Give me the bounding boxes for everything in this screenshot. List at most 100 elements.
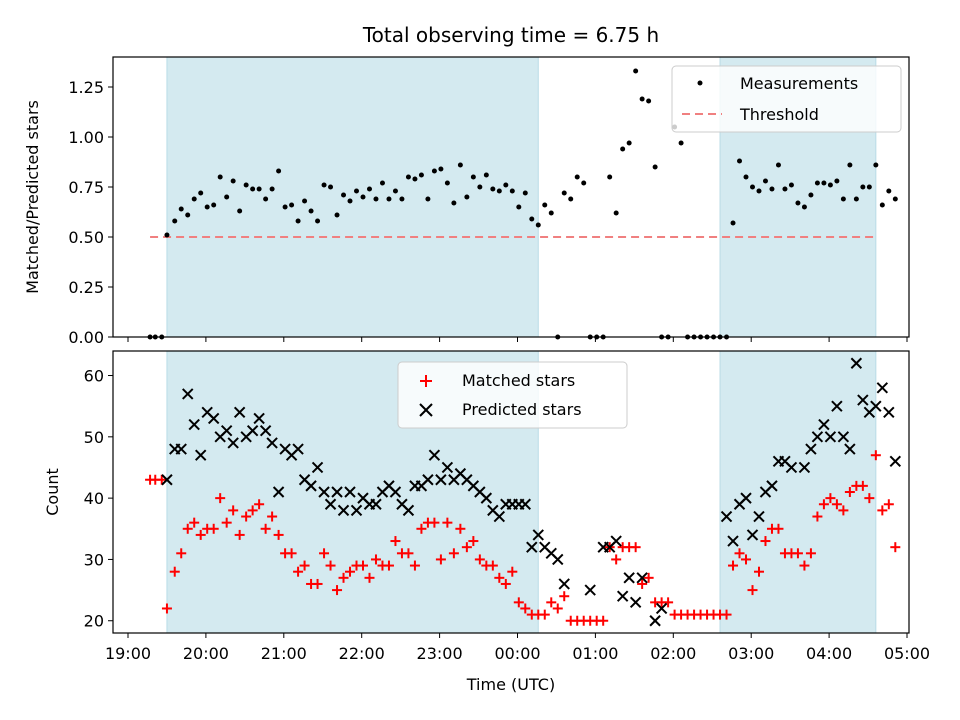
measurement-point [172,218,178,224]
predicted-star-marker [552,553,564,566]
top-plot-frame [112,56,910,338]
measurement-point [574,174,580,180]
predicted-star-marker [584,584,596,596]
measurement-point [795,200,801,206]
matched-star-marker [611,554,622,565]
x-tick-label: 01:00 [572,644,618,663]
predicted-star-marker [480,492,493,504]
predicted-star-marker [161,474,173,486]
matched-star-marker [494,572,505,583]
measurement-point [788,182,794,188]
measurement-point [607,174,613,180]
x-axis-label: Time (UTC) [466,675,555,694]
measurement-point [542,202,548,208]
measurement-point [775,162,781,168]
predicted-star-marker [519,498,531,510]
measurement-point [860,184,866,190]
measurement-point [405,174,411,180]
measurement-point [886,188,892,194]
matched-star-marker [520,603,531,614]
matched-star-marker [643,572,654,583]
measurement-point [366,186,372,192]
bottom-x-axis: 19:00 20:00 21:00 22:00 23:00 00:00 01:00 02:00… [105,633,930,663]
measurement-point [834,178,840,184]
legend-matched-marker [420,375,432,387]
measurement-point [347,198,353,204]
matched-star-marker [189,517,200,528]
measurement-point [412,176,418,182]
matched-star-marker [176,548,187,559]
matched-star-marker [799,560,810,571]
predicted-star-marker [532,529,544,541]
top-y-tick-label: 1.00 [68,128,104,147]
measurement-point [730,220,736,226]
predicted-star-marker [253,412,265,425]
x-tick-label: 22:00 [339,644,385,663]
measurement-point [483,172,489,178]
top-legend-box [671,65,902,133]
matched-star-marker [864,493,875,504]
matched-star-marker [838,505,849,516]
measurement-point [243,182,249,188]
predicted-star-marker [753,510,765,523]
predicted-star-marker [623,572,635,584]
predicted-star-marker [824,431,837,443]
x-tick-label: 04:00 [806,644,852,663]
matched-star-marker [728,560,739,571]
predicted-star-marker [844,443,856,455]
measurement-point [457,162,463,168]
matched-star-marker [260,523,271,534]
bottom-legend-box [397,361,628,429]
measurement-point [204,204,210,210]
measurement-point [535,222,541,228]
predicted-star-marker [370,498,382,510]
predicted-star-marker [220,424,233,437]
bottom-y-axis: 20 30 40 50 60 [84,367,113,631]
matched-star-marker [870,450,881,461]
matched-star-marker [286,548,297,559]
matched-star-marker [552,603,563,614]
measurement-point [853,196,859,202]
measurement-point [529,216,535,222]
measurement-point [581,180,587,186]
matched-star-marker [474,554,485,565]
measurement-point [418,172,424,178]
matched-star-marker [559,591,570,602]
matched-star-marker [663,597,674,608]
measurement-point [626,140,632,146]
measurement-point [164,232,170,238]
measurement-point [892,196,898,202]
measurement-point [548,210,554,216]
measurement-point [827,182,833,188]
matched-star-marker [792,548,803,559]
measurement-point [451,200,457,206]
legend-measurements-label: Measurements [740,74,858,93]
top-y-tick-label: 0.50 [68,228,104,247]
predicted-star-marker [740,492,752,504]
measurement-point [633,68,639,74]
measurement-point [308,208,314,214]
matched-star-marker [273,529,284,540]
predicted-star-marker [636,572,648,584]
matched-star-marker [448,548,459,559]
top-panel: 0.00 0.25 0.50 0.75 1.00 1.25 Total observing… [23,23,910,347]
measurement-point [237,208,243,214]
x-tick-label: 03:00 [728,644,774,663]
matched-star-marker [442,517,453,528]
matched-star-marker [734,548,745,559]
predicted-star-marker [610,535,622,547]
top-legend: Measurements Threshold [671,65,902,133]
predicted-star-marker [493,510,506,523]
measurement-point [263,196,269,202]
measurement-point [198,190,204,196]
predicted-star-marker [870,400,882,412]
measurement-point [211,202,217,208]
matched-star-marker [215,493,226,504]
predicted-star-marker [441,461,454,474]
matched-star-marker [507,566,518,577]
predicted-star-marker [337,504,350,517]
bottom-y-tick-label: 40 [84,489,104,508]
measurement-point [678,140,684,146]
bottom-y-tick-label: 60 [84,367,104,386]
measurement-point [769,186,775,192]
